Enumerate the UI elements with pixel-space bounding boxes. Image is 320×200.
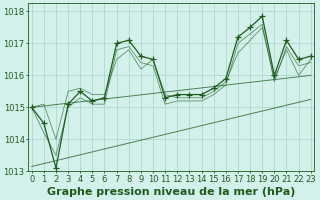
X-axis label: Graphe pression niveau de la mer (hPa): Graphe pression niveau de la mer (hPa) bbox=[47, 187, 295, 197]
